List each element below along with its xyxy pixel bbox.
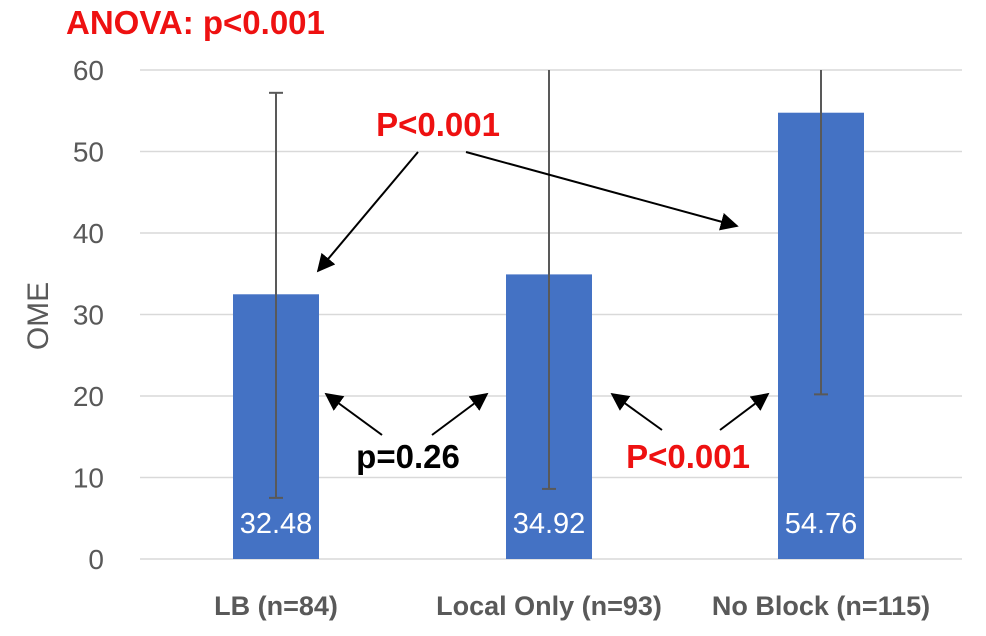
y-tick-label: 0 — [88, 544, 104, 575]
y-tick-label: 60 — [73, 55, 104, 86]
y-axis-ticks: 0 10 20 30 40 50 60 — [73, 55, 104, 575]
annotation-arrows — [316, 151, 770, 436]
arrow-p026-to-local — [431, 392, 489, 436]
x-axis-ticks: LB (n=84) Local Only (n=93) No Block (n=11… — [214, 591, 930, 621]
y-tick-label: 30 — [73, 300, 104, 331]
arrow-p1-to-lb — [316, 151, 419, 273]
annotation-lb-vs-local: p=0.26 — [356, 438, 460, 475]
arrow-p3-to-local — [610, 392, 663, 431]
y-tick-label: 20 — [73, 381, 104, 412]
x-tick-label: Local Only (n=93) — [436, 591, 662, 621]
bar-value-label: 54.76 — [785, 508, 858, 540]
arrow-p026-to-lb — [324, 392, 383, 436]
annotation-lb-vs-noblock: P<0.001 — [376, 106, 500, 143]
arrow-p1-to-noblock — [465, 151, 739, 231]
error-bars — [269, 70, 828, 499]
x-tick-label: No Block (n=115) — [712, 591, 930, 621]
y-tick-label: 40 — [73, 218, 104, 249]
bar-value-label: 34.92 — [513, 508, 586, 540]
x-tick-label: LB (n=84) — [214, 591, 338, 621]
annotation-local-vs-noblock: P<0.001 — [626, 438, 750, 475]
chart-title: ANOVA: p<0.001 — [66, 4, 325, 41]
arrow-p3-to-noblock — [719, 392, 770, 431]
y-tick-label: 50 — [73, 137, 104, 168]
y-axis-label: OME — [22, 282, 55, 350]
bar-value-label: 32.48 — [240, 508, 313, 540]
y-tick-label: 10 — [73, 463, 104, 494]
